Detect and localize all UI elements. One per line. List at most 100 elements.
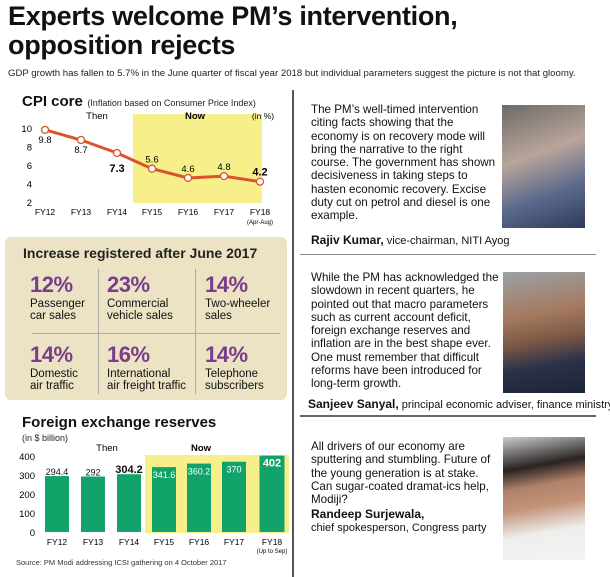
- y-tick: 400: [19, 452, 35, 463]
- rajiv-kumar-photo: [502, 105, 585, 228]
- bar: [81, 476, 105, 532]
- data-label: 370: [226, 465, 241, 475]
- forex-unit: (in $ billion): [22, 433, 69, 443]
- bar: [222, 461, 246, 532]
- grid-divider: [98, 269, 99, 394]
- then-label: Then: [96, 443, 118, 454]
- y-tick: 300: [19, 471, 35, 482]
- x-tick: FY18: [250, 207, 271, 217]
- author-role: chief spokesperson, Congress party: [311, 522, 487, 534]
- stat-percent: 23%: [107, 272, 150, 297]
- now-label: Now: [191, 443, 212, 454]
- y-tick: 6: [27, 161, 32, 172]
- cpi-chart: Then Now (in %) 2 4 6 8 10 9.8 FY12 8.7 FY13 7.3 FY14…: [21, 111, 274, 226]
- stat-percent: 14%: [205, 272, 248, 297]
- x-tick: FY13: [83, 537, 104, 547]
- bar: [152, 467, 176, 532]
- grid-divider: [195, 269, 196, 394]
- cpi-subtitle: (Inflation based on Consumer Price Index…: [87, 98, 256, 108]
- x-tick: FY18: [262, 537, 283, 547]
- sanjeev-sanyal-photo: [503, 272, 585, 393]
- author-name: Randeep Surjewala,: [311, 507, 425, 521]
- stat-label: subscribers: [205, 380, 264, 392]
- data-label: 294.4: [46, 467, 69, 477]
- x-tick: FY15: [154, 537, 175, 547]
- author-role: principal economic adviser, finance mini…: [401, 399, 610, 411]
- stat-item: 16% International air freight traffic: [107, 342, 197, 392]
- source-note: Source: PM Modi addressing ICSI gatherin…: [16, 558, 227, 567]
- data-point: [183, 173, 193, 183]
- x-tick: FY13: [71, 207, 92, 217]
- y-tick: 4: [27, 180, 32, 191]
- data-label: 360.2: [188, 467, 211, 477]
- stat-percent: 14%: [30, 342, 73, 367]
- data-label: 7.3: [109, 163, 124, 175]
- grid-divider: [32, 333, 280, 334]
- data-point: [219, 171, 229, 181]
- stat-label: sales: [205, 310, 232, 322]
- x-tick: FY14: [119, 537, 140, 547]
- stat-label: Telephone: [205, 368, 259, 380]
- data-label: 4.8: [217, 162, 230, 173]
- quote-text: While the PM has acknowledged the slowdo…: [311, 271, 499, 391]
- stat-item: 14% Two-wheeler sales: [205, 272, 295, 322]
- forex-title: Foreign exchange reserves: [22, 414, 217, 431]
- author-role: vice-chairman, NITI Ayog: [386, 235, 510, 247]
- unit-label: (in %): [252, 111, 274, 121]
- then-label: Then: [86, 111, 108, 122]
- author-name: Rajiv Kumar,: [311, 233, 384, 247]
- divider: [300, 415, 596, 417]
- data-label: 8.7: [74, 145, 87, 156]
- column-divider: [292, 90, 294, 577]
- stat-item: 14% Domestic air traffic: [30, 342, 120, 392]
- data-label: 341.6: [153, 470, 176, 480]
- stat-label: vehicle sales: [107, 310, 173, 322]
- y-tick: 200: [19, 490, 35, 501]
- now-label: Now: [185, 111, 206, 122]
- forex-chart: Then Now 0 100 200 300 400 294.4 FY12 292 FY13 304.…: [19, 443, 289, 555]
- stat-label: Passenger: [30, 298, 85, 310]
- increase-box: Increase registered after June 2017 12% …: [5, 237, 287, 400]
- y-tick: 0: [30, 528, 35, 539]
- x-tick: FY17: [224, 537, 245, 547]
- stat-item: 14% Telephone subscribers: [205, 342, 295, 392]
- x-tick: FY12: [35, 207, 56, 217]
- stat-item: 23% Commercial vehicle sales: [107, 272, 197, 322]
- quote-author: Sanjeev Sanyal, principal economic advis…: [308, 397, 610, 411]
- x-tick-note: (Up to Sep): [257, 549, 288, 555]
- x-tick: FY16: [189, 537, 210, 547]
- bar: [45, 476, 69, 532]
- data-label: 292: [85, 468, 100, 478]
- now-highlight: [133, 114, 262, 203]
- bar: [117, 474, 141, 532]
- x-tick-note: (Apr-Aug): [247, 220, 273, 226]
- increase-title: Increase registered after June 2017: [23, 245, 258, 261]
- quote-text: The PM’s well-timed intervention citing …: [311, 103, 496, 223]
- y-tick: 8: [27, 143, 32, 154]
- data-point: [255, 177, 265, 186]
- data-label: 304.2: [115, 464, 143, 476]
- y-tick: 100: [19, 509, 35, 520]
- stat-label: car sales: [30, 310, 77, 322]
- bar: [259, 455, 285, 532]
- stat-label: Commercial: [107, 298, 169, 310]
- bar: [187, 463, 211, 532]
- x-tick: FY15: [142, 207, 163, 217]
- stat-label: Domestic: [30, 368, 78, 380]
- quote-text: All drivers of our economy are sputterin…: [311, 440, 491, 507]
- stat-label: International: [107, 368, 171, 380]
- divider: [300, 254, 596, 255]
- data-label: 5.6: [145, 155, 158, 166]
- data-point: [147, 164, 157, 173]
- data-label: 4.6: [181, 164, 194, 175]
- x-tick: FY14: [107, 207, 128, 217]
- cpi-title: CPI core (Inflation based on Consumer Pr…: [22, 93, 256, 111]
- cpi-title-text: CPI core: [22, 93, 83, 110]
- data-point: [76, 135, 86, 145]
- x-tick: FY12: [47, 537, 68, 547]
- stat-label: Two-wheeler: [205, 298, 271, 310]
- data-label: 4.2: [252, 167, 267, 179]
- author-name: Sanjeev Sanyal,: [308, 397, 399, 411]
- quote-author: Rajiv Kumar, vice-chairman, NITI Ayog: [311, 233, 509, 247]
- stat-percent: 14%: [205, 342, 248, 367]
